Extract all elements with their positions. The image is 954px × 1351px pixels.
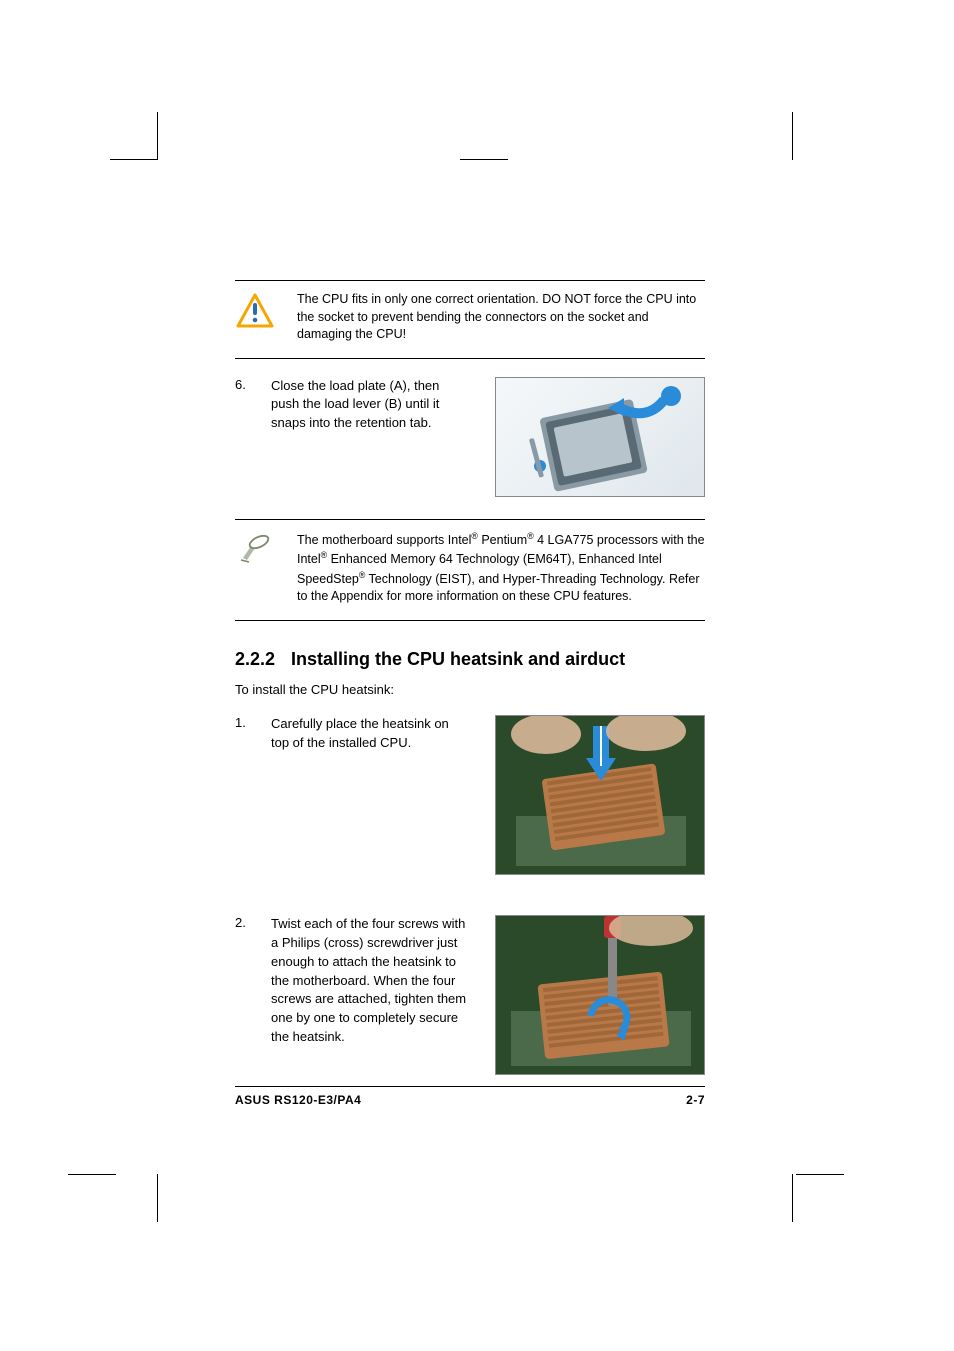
footer-page-number: 2-7 (686, 1093, 705, 1107)
step-2-image (495, 915, 705, 1075)
section-number: 2.2.2 (235, 649, 275, 669)
caution-callout: The CPU fits in only one correct orienta… (235, 280, 705, 359)
step-1-image (495, 715, 705, 875)
step-number: 1. (235, 715, 255, 730)
step-6: 6. Close the load plate (A), then push t… (235, 377, 705, 497)
page-footer: ASUS RS120-E3/PA4 2-7 (235, 1086, 705, 1107)
note-icon (235, 530, 275, 571)
caution-icon (235, 291, 275, 334)
page-content: The CPU fits in only one correct orienta… (235, 280, 705, 1097)
step-text: Twist each of the four screws with a Phi… (271, 915, 479, 1047)
step-2: 2. Twist each of the four screws with a … (235, 915, 705, 1075)
section-heading: 2.2.2 Installing the CPU heatsink and air… (235, 649, 705, 670)
step-6-image (495, 377, 705, 497)
heatsink-screw-image (495, 915, 705, 1075)
heatsink-place-image (495, 715, 705, 875)
step-number: 6. (235, 377, 255, 392)
step-1: 1. Carefully place the heatsink on top o… (235, 715, 705, 875)
step-text: Close the load plate (A), then push the … (271, 377, 479, 434)
step-number: 2. (235, 915, 255, 930)
step-text: Carefully place the heatsink on top of t… (271, 715, 479, 753)
note-text: The motherboard supports Intel® Pentium®… (297, 530, 705, 606)
section-intro: To install the CPU heatsink: (235, 682, 705, 697)
cpu-socket-image (495, 377, 705, 497)
note-callout: The motherboard supports Intel® Pentium®… (235, 519, 705, 621)
section-title: Installing the CPU heatsink and airduct (291, 649, 625, 669)
footer-product: ASUS RS120-E3/PA4 (235, 1093, 361, 1107)
caution-text: The CPU fits in only one correct orienta… (297, 291, 705, 344)
